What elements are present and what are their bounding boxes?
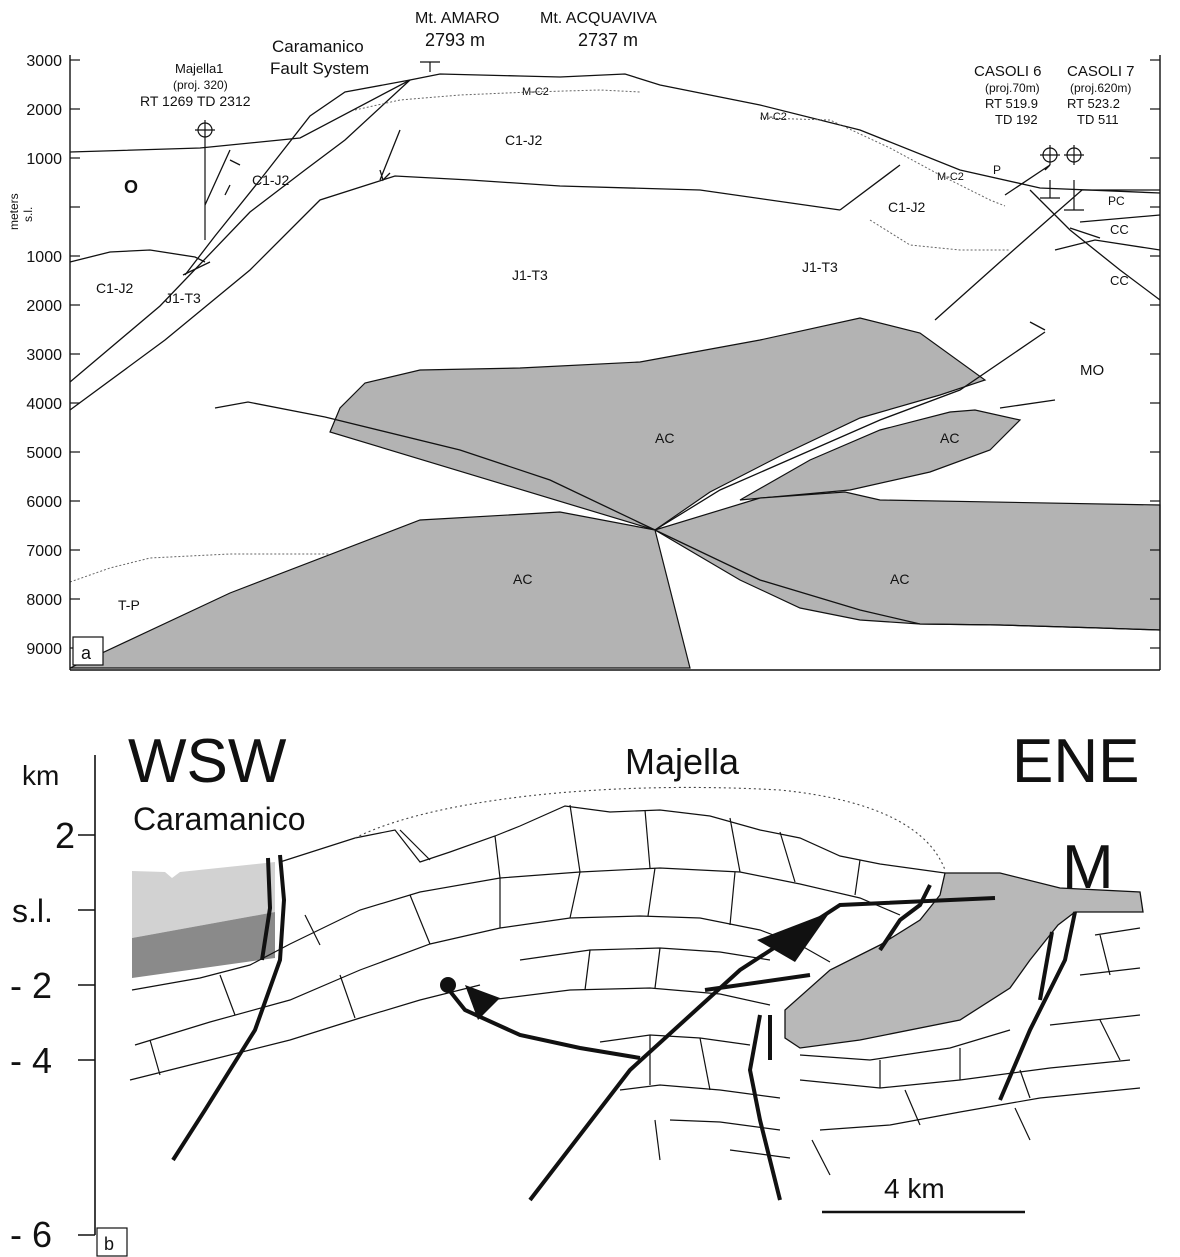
unit-ac-upper: AC [655, 430, 674, 446]
panel-a-dotted-horizons [69, 89, 1010, 583]
tick-b-minus2: - 2 [10, 965, 52, 1006]
panel-b-faults [171, 854, 1077, 1202]
label-caramanico: Caramanico [133, 801, 306, 837]
panel-a-label: a [81, 643, 92, 663]
tick-label: 1000 [26, 151, 62, 168]
panel-a-tick-labels: 3000 2000 1000 1000 2000 3000 4000 5000 6000 7000… [26, 53, 62, 658]
label-wsw: WSW [128, 727, 287, 796]
tick-label: 2000 [26, 298, 62, 315]
tick-b-minus4: - 4 [10, 1040, 52, 1081]
peak-amaro-name: Mt. AMARO [415, 10, 499, 27]
fold-axis-dot [440, 977, 456, 993]
majella-dotted-arc [354, 786, 946, 871]
unit-mc2-1: M-C2 [522, 86, 549, 98]
majella1-well [195, 120, 215, 240]
unit-ac-right: AC [940, 430, 959, 446]
casoli6-line3: RT 519.9 [985, 96, 1038, 111]
caramanico-dark-fill [132, 912, 275, 978]
peak-acquaviva-name: Mt. ACQUAVIVA [540, 10, 657, 27]
unit-pc: PC [1108, 194, 1125, 208]
unit-c1j2-right: C1-J2 [888, 199, 926, 215]
tick-label: 4000 [26, 396, 62, 413]
peak-amaro-elevation: 2793 m [425, 30, 485, 50]
scale-bar-label: 4 km [884, 1173, 945, 1204]
casoli7-line2: (proj.620m) [1070, 81, 1131, 95]
casoli6-line4: TD 192 [995, 112, 1038, 127]
caramanico-light-fill [132, 862, 275, 938]
tick-label: 6000 [26, 494, 62, 511]
thrust-arrow-head [757, 912, 830, 962]
unit-mc2-3: M-C2 [937, 171, 964, 183]
panel-a-boundaries [69, 73, 1161, 631]
panel-a-cross-section: 3000 2000 1000 1000 2000 3000 4000 5000 6000 7000… [7, 10, 1161, 671]
unit-cc-1: CC [1110, 222, 1129, 237]
panel-a-fault-arrows [204, 129, 1051, 206]
unit-j1t3-center: J1-T3 [512, 267, 548, 283]
m-unit-body [784, 872, 1144, 1049]
fault-system-line1: Caramanico [272, 37, 364, 56]
panel-b-axis-unit: km [22, 760, 59, 791]
tick-label: 3000 [26, 53, 62, 70]
ac-upper-body [329, 317, 987, 531]
unit-j1t3-right: J1-T3 [802, 259, 838, 275]
casoli6-well [1040, 145, 1060, 199]
unit-ac-lower: AC [513, 571, 532, 587]
unit-o: O [124, 177, 138, 197]
tick-label: 7000 [26, 543, 62, 560]
tick-label: 9000 [26, 641, 62, 658]
panel-b-label: b [104, 1234, 114, 1254]
peak-acquaviva-elevation: 2737 m [578, 30, 638, 50]
casoli7-well [1064, 145, 1084, 211]
casoli7-line1: CASOLI 7 [1067, 63, 1135, 80]
panel-a-label-box [72, 636, 104, 666]
fault-system-line2: Fault System [270, 59, 369, 78]
panel-b-strata [129, 804, 1141, 1176]
tick-b-sl: s.l. [12, 893, 53, 929]
unit-mo: MO [1080, 362, 1104, 379]
tick-label: 3000 [26, 347, 62, 364]
label-m: M [1062, 833, 1114, 902]
majella1-line3: RT 1269 TD 2312 [140, 93, 251, 109]
unit-cc-2: CC [1110, 273, 1129, 288]
panel-b-block-diagram: km 2 s.l. - 2 - 4 - 6 b WSW ENE Caramani… [10, 727, 1144, 1257]
tick-label: 8000 [26, 592, 62, 609]
axis-label-sl: s.l. [21, 207, 35, 222]
majella1-line1: Majella1 [175, 61, 223, 76]
tick-label: 5000 [26, 445, 62, 462]
ac-right-body [739, 409, 1022, 501]
casoli6-line2: (proj.70m) [985, 81, 1040, 95]
label-ene: ENE [1012, 727, 1139, 796]
unit-c1j2-center: C1-J2 [505, 132, 543, 148]
panel-b-axis [78, 755, 96, 1236]
tick-b-minus6: - 6 [10, 1214, 52, 1255]
axis-label-meters: meters [7, 193, 21, 230]
casoli7-line3: RT 523.2 [1067, 96, 1120, 111]
casoli6-line1: CASOLI 6 [974, 63, 1042, 80]
label-majella: Majella [625, 741, 740, 782]
fold-arrow-head [465, 985, 500, 1020]
unit-p: P [993, 163, 1001, 177]
mt-amaro-marker [420, 61, 440, 72]
unit-mc2-2: M-C2 [760, 111, 787, 123]
unit-c1j2-left: C1-J2 [96, 280, 134, 296]
unit-tp: T-P [118, 597, 140, 613]
panel-b-label-box [96, 1227, 128, 1257]
tick-label: 1000 [26, 249, 62, 266]
unit-c1j2-fault: C1-J2 [252, 172, 290, 188]
casoli7-line4: TD 511 [1077, 112, 1119, 127]
tick-b-2: 2 [55, 815, 75, 856]
unit-j1t3-left: J1-T3 [165, 290, 201, 306]
majella1-line2: (proj. 320) [173, 78, 228, 92]
tick-label: 2000 [26, 102, 62, 119]
unit-ac-lower-right: AC [890, 571, 909, 587]
panel-a-tick-marks [70, 59, 1160, 649]
